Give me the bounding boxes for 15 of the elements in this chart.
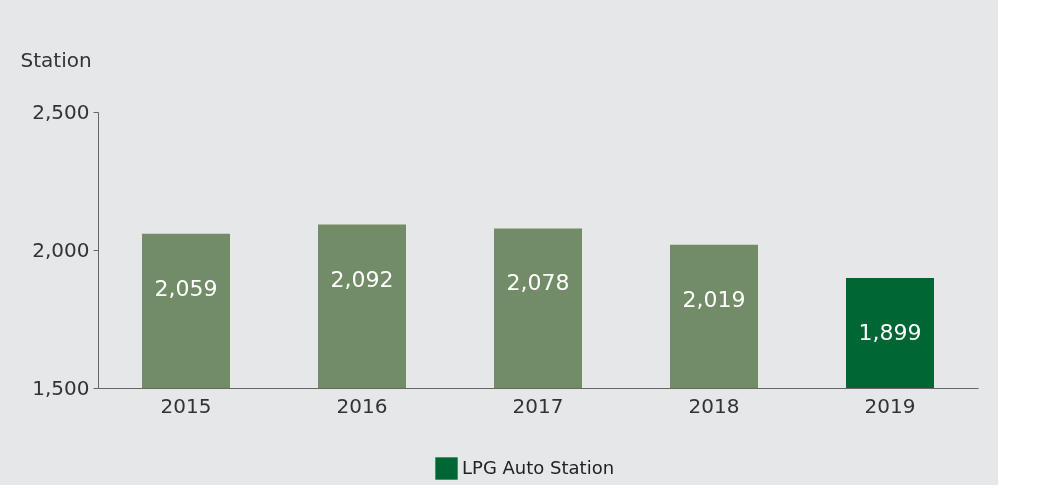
y-axis-title: Station [20,47,92,72]
x-tick-label: 2016 [336,393,388,418]
x-tick-label: 2015 [160,393,212,418]
x-tick-label: 2019 [864,393,916,418]
data-label: 2,092 [330,266,394,292]
y-tick-label: 1,500 [32,375,90,400]
x-tick-label: 2017 [512,393,564,418]
data-label: 2,078 [506,270,570,296]
data-label: 1,899 [858,319,922,345]
legend-label: LPG Auto Station [462,456,615,478]
data-label: 2,059 [154,275,218,301]
x-tick-label: 2018 [688,393,740,418]
data-label: 2,019 [682,286,746,312]
y-tick-label: 2,000 [32,237,90,262]
y-tick-label: 2,500 [32,99,90,124]
